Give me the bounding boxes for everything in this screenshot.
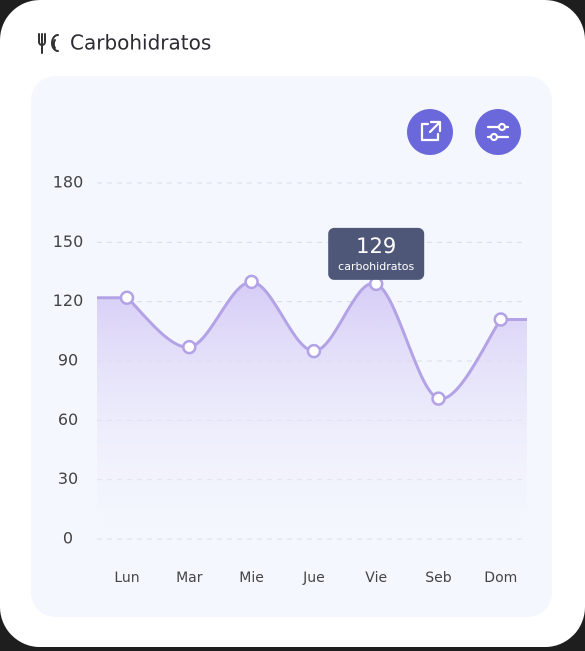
- tooltip-label: carbohidratos: [338, 260, 414, 273]
- filter-button[interactable]: [475, 109, 521, 155]
- x-tick-label: Vie: [365, 570, 387, 586]
- point: [431, 391, 446, 406]
- tooltip-box: [328, 227, 425, 280]
- point: [493, 312, 509, 327]
- x-tick-label: Dom: [484, 570, 517, 586]
- x-tick-label: Mar: [176, 570, 203, 586]
- y-tick-label: 180: [53, 173, 84, 192]
- tooltip: 129 carbohidratos: [328, 227, 425, 280]
- y-tick-label: 150: [53, 232, 84, 251]
- area-fill: [97, 281, 527, 539]
- point: [306, 343, 322, 359]
- tooltip-value: 129: [356, 234, 396, 258]
- point: [119, 290, 135, 305]
- x-tick-label: Mie: [239, 570, 264, 586]
- x-tick-label: Lun: [114, 570, 139, 586]
- y-tick-label: 0: [63, 529, 73, 548]
- y-tick-label: 30: [58, 469, 78, 488]
- y-tick-label: 120: [53, 291, 84, 310]
- y-tick-label: 60: [58, 410, 78, 429]
- point: [244, 274, 259, 290]
- export-button[interactable]: [407, 109, 453, 155]
- point: [182, 339, 197, 355]
- x-tick-label: Jue: [302, 570, 325, 586]
- x-tick-label: Seb: [425, 570, 452, 586]
- card-title: Carbohidratos: [70, 31, 211, 55]
- food-icon: [38, 33, 59, 54]
- y-tick-label: 90: [58, 351, 78, 370]
